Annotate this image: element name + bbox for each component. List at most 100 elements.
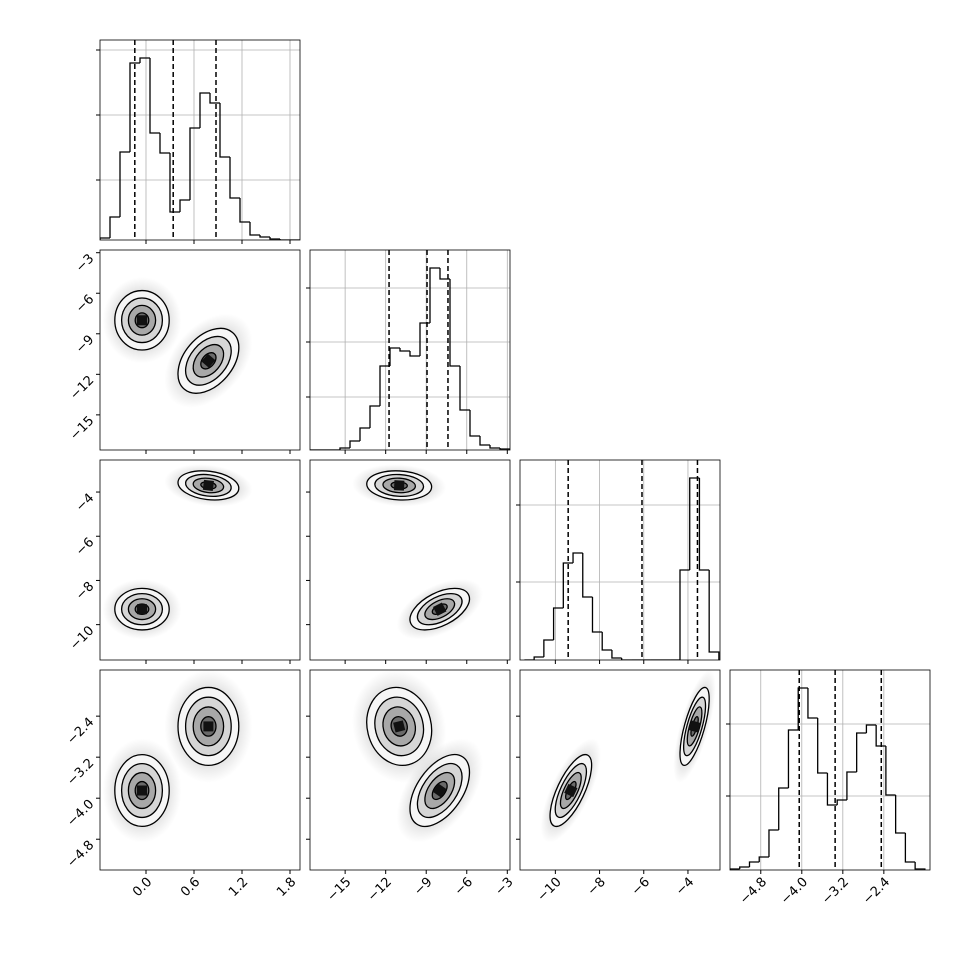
histogram-step [179,199,190,212]
histogram-step [229,157,240,199]
panel [102,670,253,843]
x-tick-label: 0.6 [178,875,203,900]
density-peak [137,785,147,796]
histogram-step [469,410,480,437]
histogram-step [797,687,808,730]
y-tick-label: −9 [73,332,97,356]
x-tick-label: −2.4 [860,875,893,908]
histogram-step [730,868,740,870]
histogram-step [479,436,490,446]
y-tick-label: −6 [73,535,97,559]
x-tick-label: −6 [452,875,476,899]
y-tick-label: −12 [67,373,97,403]
density-peak [202,479,214,491]
histogram-step [708,570,720,660]
histogram-step [543,639,554,657]
x-tick-label: 1.2 [226,875,251,900]
x-tick-label: −9 [411,875,435,899]
histogram-step [758,856,769,862]
panel [520,460,720,660]
histogram-step [249,222,260,236]
histogram-step [379,365,390,406]
histogram-step [139,57,150,63]
histogram-step [279,239,290,240]
histogram-step [339,447,350,450]
density-peak [393,480,405,491]
histogram-step [562,562,574,608]
histogram-step [419,322,430,356]
y-tick-label: −10 [67,623,97,653]
panel-frame [99,669,301,871]
panel [352,670,483,843]
density-peak [433,602,447,616]
x-tick-label: −10 [535,875,565,905]
x-tick-label: −4 [673,875,697,899]
histogram-step [826,773,838,806]
histogram-step [894,795,906,834]
panel-frame [309,459,511,661]
histogram-step [611,650,622,659]
histogram-step [239,198,250,223]
histogram-step [149,58,160,134]
histogram-step [439,268,450,280]
y-tick-label: −3.2 [64,756,97,789]
density-peak [137,604,147,615]
histogram-step [914,862,926,870]
histogram-step [199,92,210,128]
histogram-step [369,405,380,428]
panel [102,464,253,640]
histogram-step [109,216,120,238]
panel-frame [519,669,721,871]
x-tick-label: −3.2 [819,875,852,908]
panel-frame [309,249,511,451]
histogram-step [904,833,916,863]
histogram-step [533,656,544,660]
histogram-step [582,553,593,598]
density-peak [393,720,406,733]
x-tick-label: −3 [492,875,516,899]
panel-frame [99,249,301,451]
x-tick-label: −8 [585,875,609,899]
density-peak [137,315,147,326]
histogram-step [817,718,828,774]
panel [102,277,253,408]
histogram-step [885,746,896,796]
y-tick-label: −4.8 [64,838,97,871]
histogram-step [399,348,410,352]
histogram-step [572,552,583,563]
panel-frame [729,669,931,871]
histogram-step [748,861,760,867]
panel [540,670,716,843]
histogram-step [836,799,847,805]
x-tick-label: −4.0 [778,875,811,908]
histogram-step [768,829,779,857]
histogram-step [209,93,220,104]
panel [730,670,930,870]
histogram-step [359,427,370,441]
histogram-step [621,658,632,660]
x-tick-label: −6 [629,875,653,899]
histogram-step [259,235,270,238]
histogram-step [489,445,500,449]
histogram-step [119,151,130,217]
histogram-step [787,729,799,788]
histogram-step [778,787,789,830]
histogram-step [449,279,460,367]
x-tick-label: −12 [365,875,395,905]
y-tick-label: −3 [73,251,97,275]
histogram-step [159,133,170,154]
histogram-step [552,607,564,640]
x-tick-label: −15 [324,875,354,905]
y-tick-label: −6 [73,292,97,316]
panel [352,464,483,640]
histogram-step [865,724,877,733]
y-tick-label: −2.4 [64,715,97,748]
x-tick-label: 1.8 [274,875,299,900]
histogram-step [409,351,420,357]
histogram-step [689,477,700,570]
y-tick-label: −8 [73,579,97,603]
histogram-step [100,237,110,240]
y-tick-label: −4.0 [64,797,97,830]
panel-frame [519,459,721,661]
